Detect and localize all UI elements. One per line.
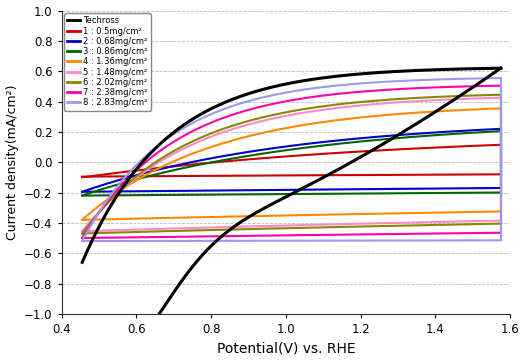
Y-axis label: Current density(mA/cm²): Current density(mA/cm²) (6, 84, 18, 240)
X-axis label: Potential(V) vs. RHE: Potential(V) vs. RHE (216, 342, 355, 356)
Legend: Techross, 1 : 0.5mg/cm², 2 : 0.68mg/cm², 3 : 0.86mg/cm², 4 : 1.36mg/cm², 5 : 1.4: Techross, 1 : 0.5mg/cm², 2 : 0.68mg/cm²,… (64, 13, 151, 111)
